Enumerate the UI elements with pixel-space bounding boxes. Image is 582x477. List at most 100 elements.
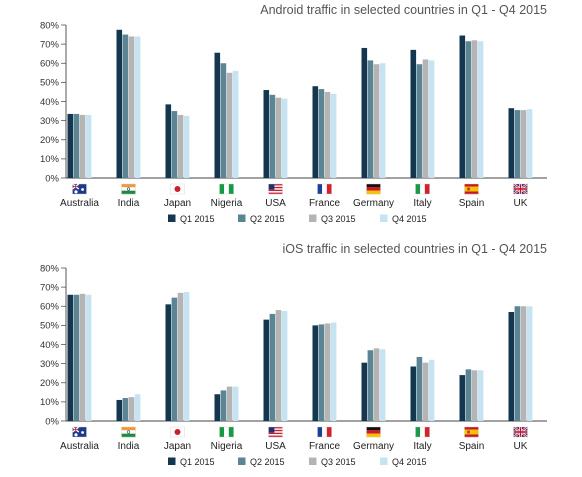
bar [367, 60, 374, 178]
bar [459, 375, 466, 421]
legend-swatch [168, 214, 176, 222]
bar [459, 35, 466, 178]
bar [416, 64, 423, 178]
nigeria-flag-icon [219, 426, 234, 438]
bar [416, 356, 423, 421]
bar [275, 310, 282, 421]
x-tick-label: Australia [60, 441, 99, 452]
bar [367, 350, 374, 421]
bar [226, 386, 233, 421]
bar [514, 306, 521, 421]
bar [232, 386, 239, 421]
bar [85, 294, 92, 421]
legend-label: Q2 2015 [250, 214, 285, 224]
chart-panel: Android traffic in selected countries in… [40, 3, 547, 224]
y-tick-label: 70% [40, 282, 60, 293]
bar [85, 114, 92, 178]
bar [269, 313, 276, 421]
uk-flag-icon [512, 183, 529, 195]
y-tick-label: 20% [40, 378, 60, 389]
bar [477, 41, 484, 179]
x-tick-label: France [309, 198, 341, 209]
y-tick-label: 30% [40, 116, 60, 127]
legend-swatch [238, 457, 246, 465]
germany-flag-icon [366, 426, 381, 438]
legend-label: Q3 2015 [321, 457, 356, 467]
y-tick-label: 30% [40, 359, 60, 370]
x-tick-label: UK [514, 441, 528, 452]
bar [526, 109, 533, 178]
chart-title: iOS traffic in selected countries in Q1 … [283, 242, 548, 256]
bar [122, 398, 129, 421]
y-tick-label: 40% [40, 340, 60, 351]
x-tick-label: UK [514, 198, 528, 209]
bar [79, 293, 86, 421]
x-tick-label: Nigeria [211, 441, 243, 452]
bar [73, 113, 80, 178]
france-flag-icon [317, 183, 332, 195]
bar [134, 394, 141, 421]
bar [422, 59, 429, 178]
bar [165, 304, 172, 421]
legend-label: Q4 2015 [392, 214, 427, 224]
nigeria-flag-icon [219, 183, 234, 195]
bar [116, 29, 123, 179]
bar [465, 369, 472, 421]
bar [361, 47, 368, 179]
bar [79, 114, 86, 178]
y-tick-label: 80% [40, 20, 60, 31]
bar [379, 63, 386, 178]
bar [410, 366, 417, 421]
bar [410, 49, 417, 178]
bar [263, 90, 270, 178]
bar [116, 399, 123, 421]
bar [73, 294, 80, 421]
legend-swatch [380, 214, 388, 222]
bar [183, 115, 190, 178]
bar [128, 36, 135, 178]
y-tick-label: 0% [45, 416, 59, 427]
france-flag-icon [317, 426, 332, 438]
y-tick-label: 0% [45, 173, 59, 184]
x-tick-label: Germany [353, 198, 394, 209]
x-tick-label: Italy [413, 441, 431, 452]
y-tick-label: 80% [40, 263, 60, 274]
y-tick-label: 10% [40, 154, 60, 165]
x-tick-label: Italy [413, 198, 431, 209]
bar [312, 86, 319, 178]
bar [520, 306, 527, 421]
bar [330, 93, 337, 178]
y-tick-label: 60% [40, 59, 60, 70]
uk-flag-icon [512, 426, 529, 438]
y-tick-label: 50% [40, 321, 60, 332]
usa-flag-icon [268, 183, 283, 195]
germany-flag-icon [366, 183, 381, 195]
bar [465, 41, 472, 179]
chart-title: Android traffic in selected countries in… [260, 3, 547, 17]
x-tick-label: India [118, 198, 140, 209]
bar [379, 349, 386, 421]
bar [263, 319, 270, 421]
bar [165, 104, 172, 178]
y-tick-label: 10% [40, 397, 60, 408]
legend-item: Q3 2015 [309, 214, 356, 224]
legend-swatch [168, 457, 176, 465]
bar [67, 294, 74, 421]
italy-flag-icon [415, 426, 430, 438]
bar [177, 114, 184, 178]
y-tick-label: 50% [40, 78, 60, 89]
bar [312, 325, 319, 422]
bar [214, 52, 221, 179]
legend-item: Q4 2015 [380, 457, 427, 467]
legend-label: Q1 2015 [180, 457, 215, 467]
x-tick-label: Nigeria [211, 198, 243, 209]
legend-item: Q2 2015 [238, 214, 285, 224]
chart-panel: iOS traffic in selected countries in Q1 … [40, 242, 547, 467]
italy-flag-icon [415, 183, 430, 195]
bar [171, 297, 178, 421]
bar [520, 110, 527, 178]
y-tick-label: 20% [40, 135, 60, 146]
bar [324, 91, 331, 178]
